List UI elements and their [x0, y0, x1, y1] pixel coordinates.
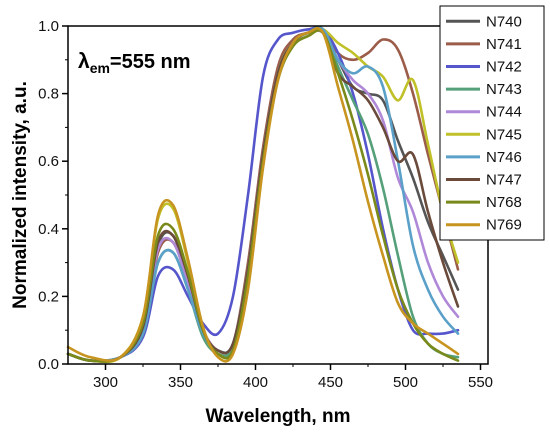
y-tick-label: 0.2: [38, 288, 59, 305]
x-tick-label: 550: [468, 374, 493, 391]
legend-label-n740: N740: [486, 13, 522, 30]
legend-label-n743: N743: [486, 81, 522, 98]
y-tick-label: 0.8: [38, 86, 59, 103]
annotation-value: =555 nm: [110, 51, 191, 73]
x-tick-label: 300: [93, 374, 118, 391]
x-tick-label: 400: [243, 374, 268, 391]
y-axis-title: Normalized intensity, a.u.: [10, 81, 31, 309]
x-tick-label: 450: [318, 374, 343, 391]
y-axis: 0.0 0.2 0.4 0.6 0.8 1.0: [38, 18, 68, 373]
emission-annotation: λem=555 nm: [78, 50, 191, 76]
y-tick-label: 0.4: [38, 221, 59, 238]
legend-label-n746: N746: [486, 149, 522, 166]
annotation-lambda: λ: [78, 50, 90, 73]
series-line-n747: [66, 28, 460, 363]
series-line-n742: [66, 26, 460, 363]
legend-label-n768: N768: [486, 194, 522, 211]
series-layer: [66, 25, 460, 364]
annotation-subscript: em: [90, 60, 110, 76]
series-line-n769: [66, 27, 460, 363]
y-tick-label: 1.0: [38, 18, 59, 35]
legend: N740 N741 N742 N743 N744 N745 N746 N747 N768 N769: [439, 5, 545, 241]
legend-label-n742: N742: [486, 59, 522, 76]
legend-label-n741: N741: [486, 36, 522, 53]
legend-label-n745: N745: [486, 126, 522, 143]
legend-label-n747: N747: [486, 172, 522, 189]
legend-label-n744: N744: [486, 104, 522, 121]
x-axis-title: Wavelength, nm: [206, 406, 351, 427]
x-axis: 300 350 400 450 500 550: [93, 364, 493, 391]
legend-label-n769: N769: [486, 217, 522, 234]
x-tick-label: 500: [393, 374, 418, 391]
y-tick-label: 0.0: [38, 356, 59, 373]
x-tick-label: 350: [168, 374, 193, 391]
y-tick-label: 0.6: [38, 153, 59, 170]
